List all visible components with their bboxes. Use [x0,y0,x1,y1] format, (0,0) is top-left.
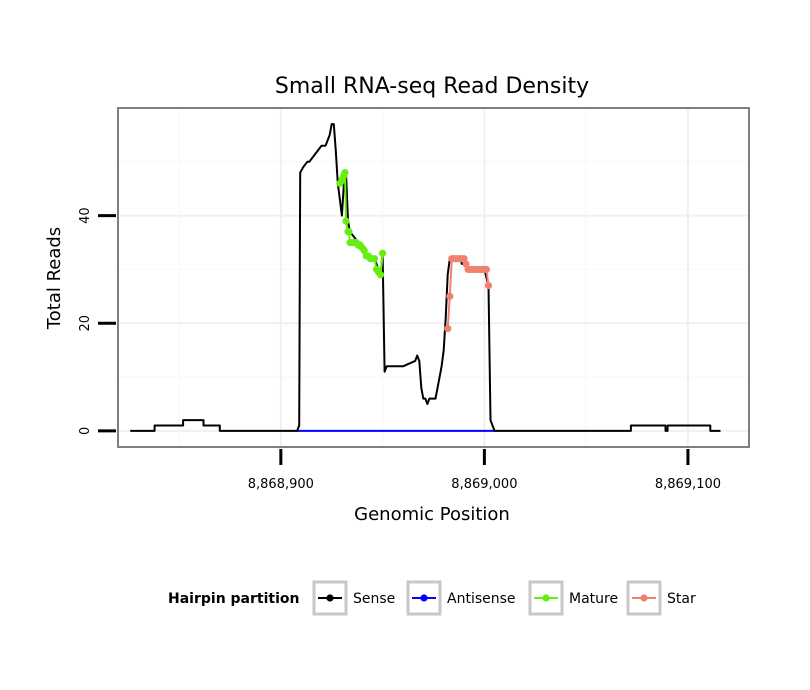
plot-panel-border [117,107,750,448]
y-tick-label: 40 [78,207,93,224]
series-sense-line [130,123,721,432]
legend-key-point [420,594,428,602]
x-tick-label: 8,869,000 [451,477,517,492]
grid-lines [118,108,749,447]
series-mature-point [370,255,379,263]
y-tick-label: 0 [78,427,93,435]
legend-entry-antisense: Antisense [406,580,516,616]
series-mature-point [379,249,387,257]
series-star-point [446,292,454,300]
y-tick-label: 20 [78,315,93,332]
series-mature-point [345,228,353,236]
legend-label: Star [667,591,696,607]
series-mature-point [342,217,350,225]
x-axis-title: Genomic Position [354,504,510,525]
legend-title: Hairpin partition [168,591,299,607]
y-axis: 0 20 40 [78,207,116,435]
x-tick-label: 8,868,900 [248,477,314,492]
legend-key-point [640,594,648,602]
legend-entry-mature: Mature [528,580,618,616]
series-star-point [444,325,452,333]
x-tick-label: 8,869,100 [655,477,721,492]
series-layer [130,123,721,432]
legend-label: Antisense [447,591,516,607]
legend-key-point [542,594,550,602]
series-star-point [482,265,491,274]
legend-entry-star: Star [626,580,696,616]
legend-label: Sense [353,591,395,607]
series-mature-point [376,271,385,279]
legend: Hairpin partition Sense Antisense Mature St… [168,580,696,616]
series-mature-point [341,168,349,177]
legend-label: Mature [569,591,618,607]
series-star-point [484,281,493,290]
y-axis-title: Total Reads [44,227,65,330]
legend-entry-sense: Sense [312,580,395,616]
chart-title: Small RNA-seq Read Density [275,74,589,99]
legend-key-point [326,594,334,602]
x-axis: 8,868,900 8,869,000 8,869,100 [248,449,721,492]
